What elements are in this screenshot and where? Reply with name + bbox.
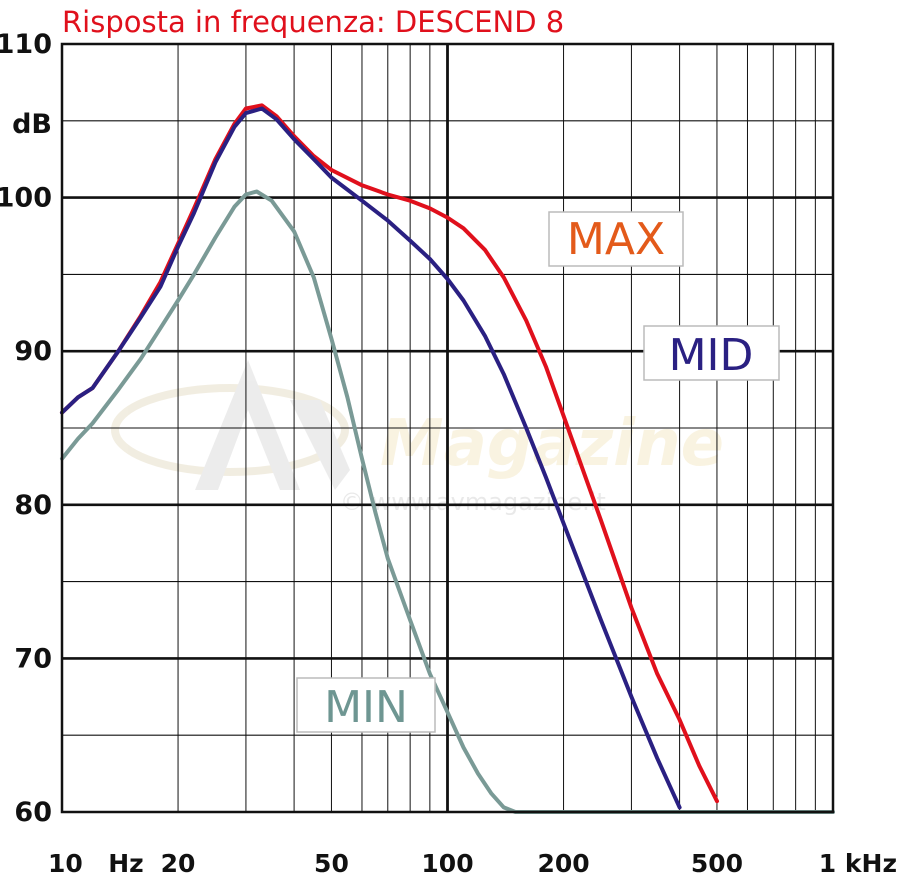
chart-title: Risposta in frequenza: DESCEND 8 — [62, 5, 564, 39]
y-unit-label: dB — [12, 109, 52, 140]
series-line-mid — [60, 106, 682, 810]
watermark-letter-a — [195, 360, 300, 490]
mid-series-label: MID — [669, 330, 754, 381]
x-tick-label: 50 — [314, 849, 349, 878]
x-unit-label: Hz — [108, 849, 143, 878]
x-tick-label: 1 kHz — [819, 849, 897, 878]
watermark-letter-v — [290, 400, 350, 490]
min-label-box: MIN — [296, 677, 436, 733]
watermark-url: © www.avmagazine.it — [340, 488, 606, 516]
y-tick-label: 100 — [0, 183, 52, 214]
watermark-swoosh — [111, 384, 349, 476]
watermark-logo-text: Magazine — [380, 407, 724, 481]
y-tick-label: 90 — [14, 336, 52, 367]
x-tick-label: 100 — [421, 849, 473, 878]
plot-frame — [60, 42, 835, 814]
min-label-frame — [296, 677, 436, 733]
series-line-min — [60, 189, 835, 814]
y-tick-label: 60 — [14, 797, 52, 828]
y-tick-label: 70 — [14, 643, 52, 674]
max-label-frame — [548, 211, 684, 267]
chart-grid — [62, 44, 833, 812]
y-tick-label: 80 — [14, 490, 52, 521]
series-layer — [60, 103, 835, 814]
x-tick-label: 200 — [537, 849, 589, 878]
mid-label-box: MID — [643, 325, 780, 381]
x-tick-label: 10 — [48, 849, 83, 878]
x-tick-label: 20 — [161, 849, 196, 878]
max-label-box: MAX — [548, 211, 684, 267]
min-series-label: MIN — [324, 682, 408, 733]
y-tick-labels: 110 100 90 80 70 60 — [0, 29, 52, 828]
max-series-label: MAX — [567, 214, 665, 265]
mid-label-frame — [643, 325, 780, 381]
y-tick-label: 110 — [0, 29, 52, 60]
x-tick-labels: 10 20 50 100 200 500 1 kHz — [48, 849, 897, 878]
x-tick-label: 500 — [691, 849, 743, 878]
av-magazine-watermark: Magazine © www.avmagazine.it — [111, 360, 724, 516]
